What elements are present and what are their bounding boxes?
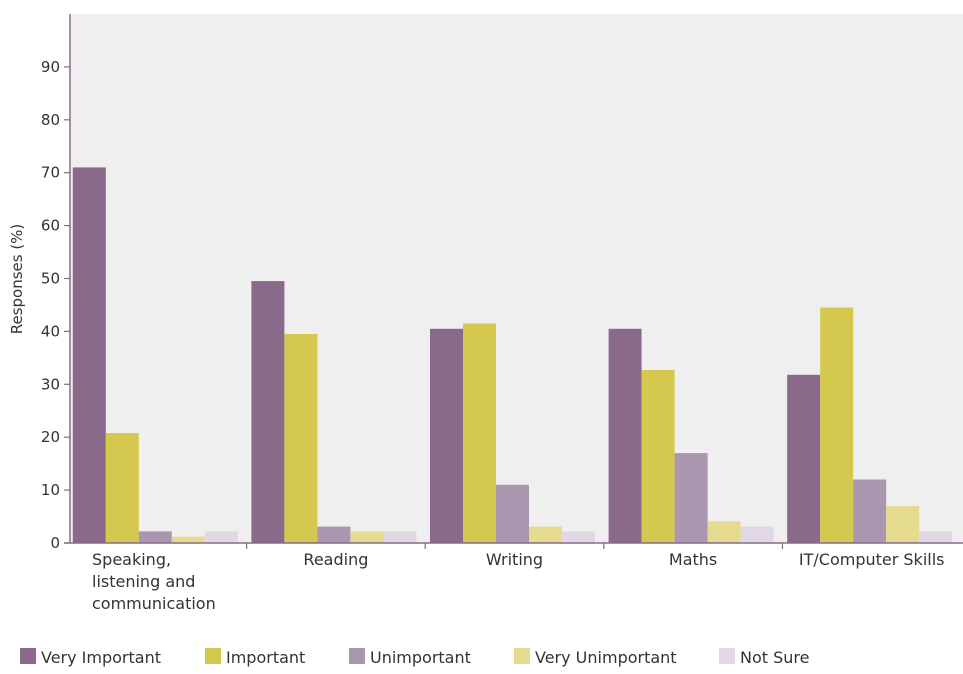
- bar-unimportant-2: [496, 484, 529, 543]
- legend: Very Important Important Unimportant Very U…: [20, 648, 809, 667]
- bar-important-3: [641, 370, 675, 543]
- category-label-4: IT/Computer Skills: [799, 550, 945, 569]
- y-tick-label: 30: [41, 375, 60, 393]
- bar-unimportant-4: [853, 479, 887, 543]
- bar-very-important-0: [72, 167, 106, 543]
- bar-very-unimportant-1: [350, 531, 384, 543]
- y-tick-label: 70: [41, 164, 60, 182]
- legend-label-4: Not Sure: [740, 648, 809, 667]
- bar-unimportant-1: [317, 526, 351, 543]
- y-tick-label: 90: [41, 58, 60, 76]
- bar-very-important-3: [608, 328, 642, 543]
- legend-swatch-1: [205, 648, 221, 664]
- category-label-line: IT/Computer Skills: [799, 550, 945, 569]
- legend-label-2: Unimportant: [370, 648, 471, 667]
- category-label-0: Speaking, listening and communication: [92, 550, 216, 613]
- y-axis-title: Responses (%): [8, 224, 26, 335]
- bar-very-unimportant-3: [707, 521, 741, 543]
- bar-important-1: [284, 334, 318, 543]
- category-label-line: Maths: [669, 550, 717, 569]
- category-label-line: Reading: [303, 550, 368, 569]
- bar-very-important-1: [251, 281, 285, 543]
- bar-very-important-4: [787, 374, 821, 543]
- legend-label-3: Very Unimportant: [535, 648, 677, 667]
- y-tick-label: 10: [41, 481, 60, 499]
- category-label-line: Speaking,: [92, 550, 171, 569]
- legend-swatch-0: [20, 648, 36, 664]
- y-tick-label: 50: [41, 270, 60, 288]
- y-tick-label: 0: [50, 534, 60, 552]
- bar-very-unimportant-0: [171, 536, 205, 543]
- legend-label-1: Important: [226, 648, 305, 667]
- category-label-2: Writing: [486, 550, 543, 569]
- bar-not-sure-0: [204, 531, 238, 543]
- y-tick-label: 40: [41, 322, 60, 340]
- category-label-3: Maths: [669, 550, 717, 569]
- bar-unimportant-3: [674, 453, 708, 543]
- category-labels-group: Speaking, listening and communication Readi…: [92, 550, 945, 613]
- bar-very-unimportant-4: [886, 506, 920, 543]
- bar-not-sure-3: [740, 526, 774, 543]
- category-label-line: communication: [92, 594, 216, 613]
- legend-swatch-3: [514, 648, 530, 664]
- bar-not-sure-1: [383, 531, 417, 543]
- bar-not-sure-4: [919, 531, 953, 543]
- y-ticks-group: 0 10 20 30 40 50 60 70 80 90: [41, 58, 70, 552]
- bar-important-0: [105, 433, 139, 543]
- bar-not-sure-2: [562, 531, 595, 543]
- legend-label-0: Very Important: [41, 648, 161, 667]
- legend-swatch-4: [719, 648, 735, 664]
- category-label-1: Reading: [303, 550, 368, 569]
- bar-unimportant-0: [138, 531, 172, 543]
- category-label-line: listening and: [92, 572, 195, 591]
- y-tick-label: 80: [41, 111, 60, 129]
- y-tick-label: 60: [41, 217, 60, 235]
- bar-important-4: [820, 307, 854, 543]
- bar-important-2: [463, 323, 496, 543]
- bars-group: [72, 167, 953, 543]
- bar-very-important-2: [430, 328, 463, 543]
- legend-swatch-2: [349, 648, 365, 664]
- bar-very-unimportant-2: [529, 526, 562, 543]
- y-tick-label: 20: [41, 428, 60, 446]
- category-label-line: Writing: [486, 550, 543, 569]
